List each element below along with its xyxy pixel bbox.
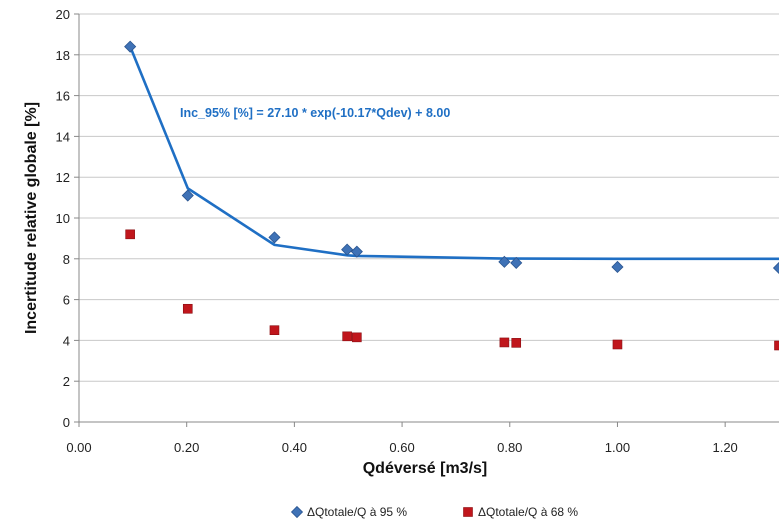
x-tick-label: 1.00 xyxy=(605,440,630,455)
diamond-point xyxy=(611,260,624,274)
x-tick-labels: 0.00 0.20 0.40 0.60 0.80 1.00 1.20 xyxy=(66,440,737,455)
y-tick-label: 10 xyxy=(56,211,70,226)
series-2 xyxy=(125,229,779,351)
diamond-point xyxy=(498,255,511,268)
fit-line xyxy=(128,46,779,261)
x-tick-label: 0.60 xyxy=(389,440,414,455)
y-tick-label: 16 xyxy=(56,89,70,104)
x-tick-label: 1.20 xyxy=(712,440,737,455)
y-tick-labels: 0 2 4 6 8 10 12 14 16 18 20 xyxy=(56,7,70,430)
x-tick-label: 0.40 xyxy=(282,440,307,455)
data-points xyxy=(124,40,779,351)
square-point xyxy=(269,325,280,336)
y-tick-label: 8 xyxy=(63,252,70,267)
x-tick-label: 0.20 xyxy=(174,440,199,455)
x-axis-title: Qdéversé [m3/s] xyxy=(363,460,488,477)
fit-curve xyxy=(128,46,779,261)
diamond-point xyxy=(268,231,281,244)
y-tick-label: 14 xyxy=(56,129,70,144)
square-point xyxy=(352,332,362,343)
square-point xyxy=(342,331,352,342)
diamond-point xyxy=(181,189,194,202)
square-point xyxy=(125,229,135,240)
diamond-point xyxy=(124,40,137,53)
y-tick-label: 2 xyxy=(63,374,70,389)
y-tick-label: 12 xyxy=(56,170,70,185)
x-tick-label: 0.00 xyxy=(66,440,91,455)
y-tick-label: 20 xyxy=(56,7,70,22)
square-point xyxy=(182,303,193,314)
legend-marker-2 xyxy=(463,507,473,517)
y-tick-label: 4 xyxy=(63,333,70,348)
grid xyxy=(79,13,779,382)
legend: ΔQtotale/Q à 95 % ΔQtotale/Q à 68 % xyxy=(290,505,578,519)
diamond-point xyxy=(510,256,523,269)
legend-label-2: ΔQtotale/Q à 68 % xyxy=(478,505,578,519)
square-point xyxy=(511,338,522,348)
diamond-point xyxy=(350,245,363,258)
diamond-point xyxy=(341,243,354,256)
axes xyxy=(74,13,779,427)
y-axis-title: Incertitude relative globale [%] xyxy=(23,102,40,334)
y-tick-label: 6 xyxy=(63,293,70,308)
y-tick-label: 18 xyxy=(56,48,70,63)
y-tick-label: 0 xyxy=(63,415,70,430)
series-1 xyxy=(124,40,779,275)
legend-marker-1 xyxy=(290,505,304,519)
square-point xyxy=(774,340,779,351)
x-tick-label: 0.80 xyxy=(497,440,522,455)
square-point xyxy=(499,337,510,348)
square-point xyxy=(612,339,623,350)
legend-label-1: ΔQtotale/Q à 95 % xyxy=(307,505,407,519)
diamond-point xyxy=(772,261,779,275)
fit-equation-annotation: Inc_95% [%] = 27.10 * exp(-10.17*Qdev) +… xyxy=(180,106,450,120)
